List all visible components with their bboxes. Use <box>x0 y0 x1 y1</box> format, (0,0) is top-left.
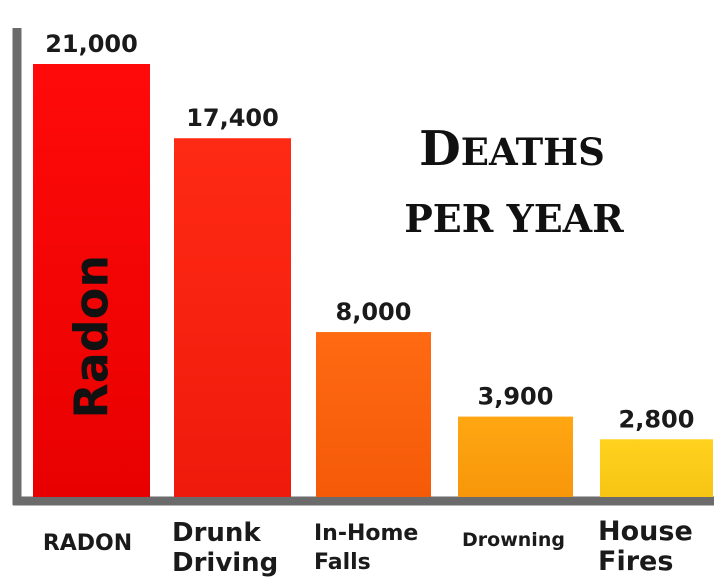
bar-house-fires <box>600 439 713 497</box>
chart-title-line-2: PER YEAR <box>404 196 624 241</box>
bar-drunk-driving <box>174 138 291 497</box>
category-label: Drunk Driving <box>172 518 278 578</box>
category-label: House Fires <box>598 516 693 577</box>
value-label: 3,900 <box>478 383 554 411</box>
category-labels-group: RADON Drunk Driving In-Home Falls Drowning Hou… <box>43 516 693 578</box>
chart-title: DEATHS <box>419 121 605 177</box>
category-label: In-Home Falls <box>314 521 418 575</box>
value-label: 17,400 <box>186 104 279 132</box>
value-label: 21,000 <box>45 30 138 58</box>
bar-drowning <box>458 416 573 497</box>
category-label: Drowning <box>462 529 565 551</box>
bars-group: Radon <box>33 64 713 497</box>
value-label: 2,800 <box>619 405 695 433</box>
bar-radon <box>33 64 150 497</box>
value-labels-group: 21,000 17,400 8,000 3,900 2,800 <box>45 30 694 433</box>
bar-inner-label: Radon <box>65 255 119 419</box>
category-label: RADON <box>43 531 132 556</box>
value-label: 8,000 <box>336 298 412 326</box>
bar-in-home-falls <box>316 332 431 497</box>
